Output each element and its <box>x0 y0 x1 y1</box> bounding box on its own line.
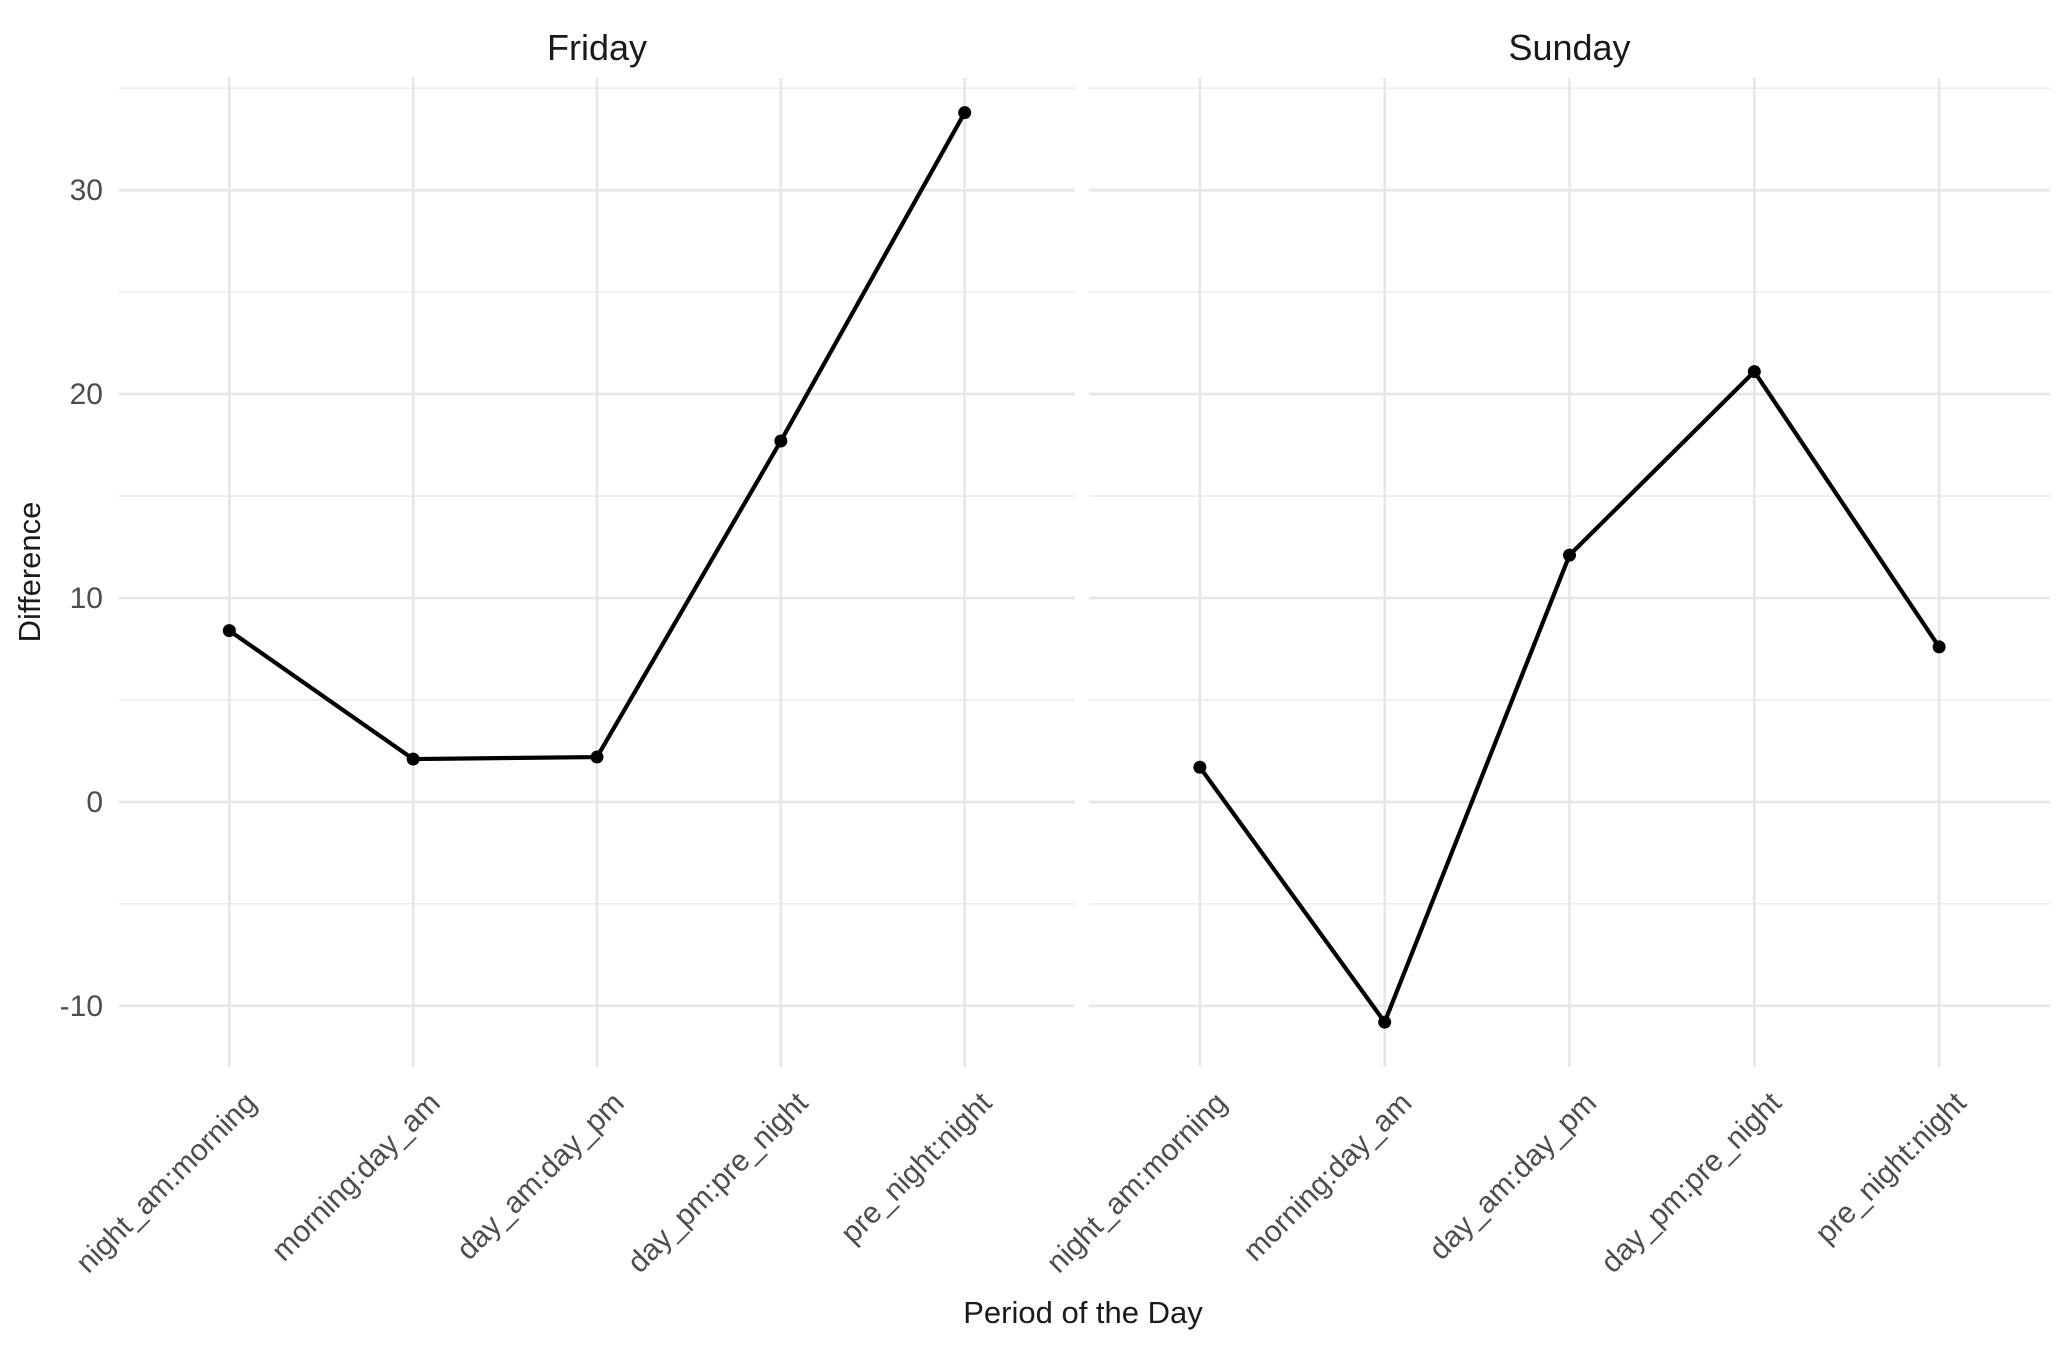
x-tick-label: pre_night:night <box>835 1086 999 1250</box>
data-point <box>222 624 236 638</box>
x-tick-label: day_pm:pre_night <box>621 1086 815 1280</box>
data-point <box>1193 760 1207 774</box>
y-tick-label: 0 <box>86 786 103 819</box>
y-axis-title: Difference <box>12 502 47 643</box>
x-tick-label: day_pm:pre_night <box>1595 1086 1789 1280</box>
x-tick-label: day_am:day_pm <box>1423 1086 1603 1266</box>
facet-title-sunday: Sunday <box>1508 27 1630 68</box>
x-tick-label: night_am:morning <box>70 1086 263 1279</box>
data-point <box>1563 548 1576 562</box>
data-point <box>406 752 420 766</box>
y-tick-label: 10 <box>70 582 103 615</box>
x-axis-title: Period of the Day <box>963 1295 1203 1330</box>
y-tick-label: 20 <box>70 378 103 411</box>
x-tick-label: pre_night:night <box>1809 1086 1973 1250</box>
y-tick-label: 30 <box>70 174 103 207</box>
data-point <box>1378 1015 1392 1029</box>
x-tick-label: morning:day_am <box>1237 1086 1418 1267</box>
x-tick-label: day_am:day_pm <box>450 1086 630 1266</box>
x-tick-label: morning:day_am <box>265 1086 446 1267</box>
x-tick-label: night_am:morning <box>1040 1086 1233 1279</box>
facet-title-friday: Friday <box>547 27 647 68</box>
data-point <box>774 434 788 448</box>
y-tick-label: -10 <box>60 990 103 1023</box>
y-axis: -10 0 10 20 30 <box>60 174 103 1023</box>
data-point <box>590 750 604 764</box>
data-point <box>1932 640 1946 654</box>
data-point <box>1747 365 1761 379</box>
data-point <box>958 106 972 120</box>
